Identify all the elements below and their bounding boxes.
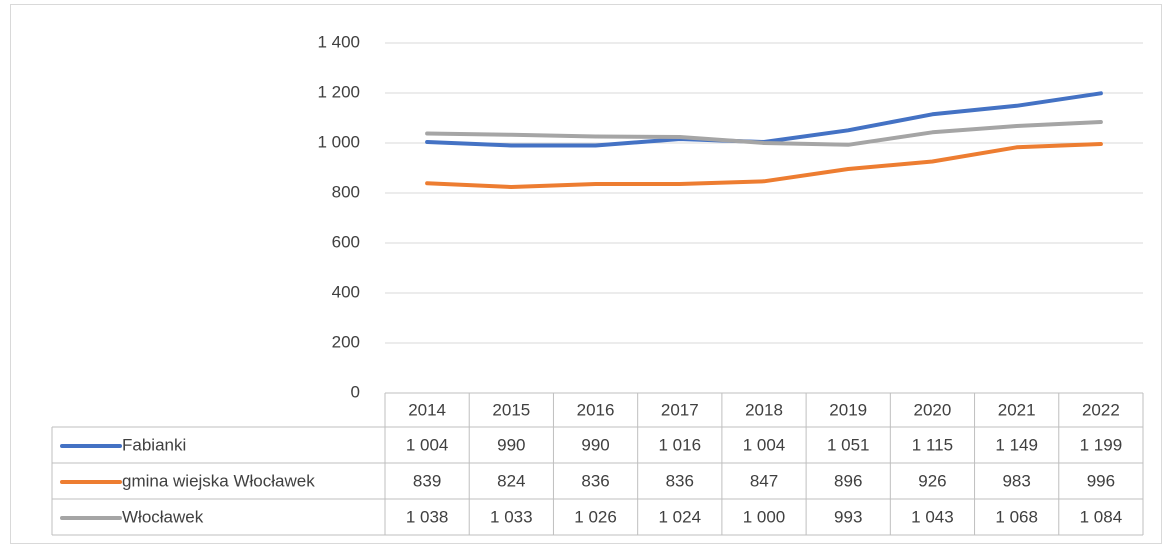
table-value: 896: [834, 471, 862, 490]
table-value: 1 016: [659, 435, 702, 454]
y-tick-label: 400: [332, 282, 360, 301]
table-value: 983: [1002, 471, 1030, 490]
table-value: 1 000: [743, 507, 786, 526]
y-tick-label: 1 000: [317, 132, 360, 151]
table-value: 926: [918, 471, 946, 490]
x-tick-label: 2018: [745, 400, 783, 419]
table-value: 839: [413, 471, 441, 490]
table-value: 1 024: [659, 507, 702, 526]
y-tick-label: 1 400: [317, 32, 360, 51]
y-tick-label: 800: [332, 182, 360, 201]
x-tick-label: 2017: [661, 400, 699, 419]
table-value: 1 004: [406, 435, 449, 454]
x-tick-label: 2021: [998, 400, 1036, 419]
table-value: 993: [834, 507, 862, 526]
table-value: 990: [581, 435, 609, 454]
table-value: 1 051: [827, 435, 870, 454]
y-tick-label: 1 200: [317, 82, 360, 101]
table-value: 1 043: [911, 507, 954, 526]
x-tick-label: 2016: [577, 400, 615, 419]
series-line: [425, 120, 1103, 147]
table-value: 836: [666, 471, 694, 490]
table-value: 1 084: [1080, 507, 1123, 526]
chart-frame: [10, 4, 1162, 544]
table-value: 824: [497, 471, 525, 490]
table-value: 1 004: [743, 435, 786, 454]
table-value: 1 026: [574, 507, 617, 526]
table-value: 836: [581, 471, 609, 490]
x-tick-label: 2014: [408, 400, 446, 419]
series-line: [425, 142, 1103, 189]
table-value: 847: [750, 471, 778, 490]
table-value: 1 115: [912, 435, 953, 454]
x-tick-label: 2015: [492, 400, 530, 419]
x-tick-label: 2022: [1082, 400, 1120, 419]
legend-label: Fabianki: [122, 435, 186, 454]
x-tick-label: 2019: [829, 400, 867, 419]
table-value: 1 068: [995, 507, 1038, 526]
table-value: 990: [497, 435, 525, 454]
y-tick-label: 0: [351, 382, 360, 401]
table-value: 1 038: [406, 507, 449, 526]
y-tick-label: 200: [332, 332, 360, 351]
y-tick-label: 600: [332, 232, 360, 251]
legend-label: Włocławek: [122, 507, 204, 526]
table-value: 1 199: [1080, 435, 1123, 454]
table-value: 1 149: [995, 435, 1038, 454]
table-value: 996: [1087, 471, 1115, 490]
legend-label: gmina wiejska Włocławek: [122, 471, 315, 490]
table-value: 1 033: [490, 507, 533, 526]
x-tick-label: 2020: [914, 400, 952, 419]
